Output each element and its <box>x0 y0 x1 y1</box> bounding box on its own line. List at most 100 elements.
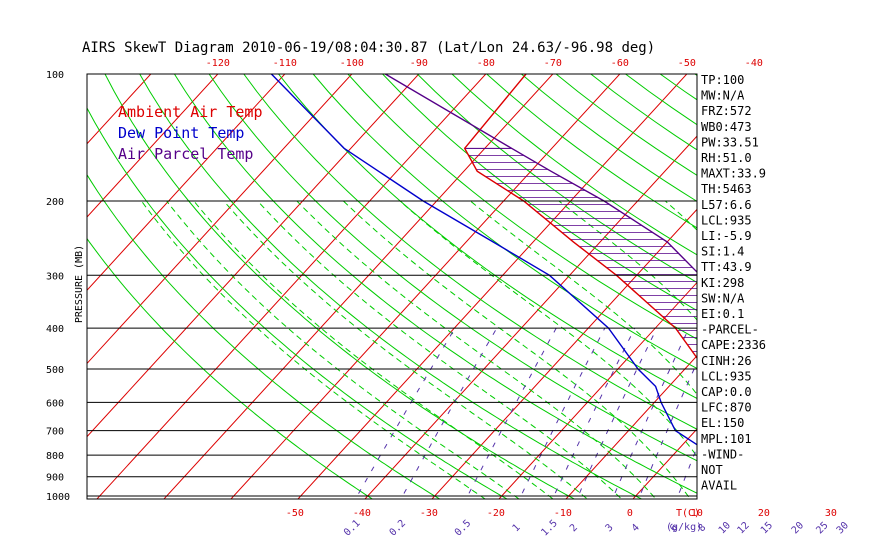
sounding-index-entry: SW:N/A <box>701 291 745 305</box>
isotherm-line <box>87 74 219 218</box>
dry-adiabat-line <box>87 237 374 499</box>
top-temp-tick-label: -60 <box>611 58 629 69</box>
top-temp-tick-label: -80 <box>477 58 495 69</box>
isotherm-line <box>87 74 152 145</box>
pressure-tick-label: 1000 <box>46 492 70 503</box>
bottom-temp-tick-label: 30 <box>825 508 837 519</box>
mixing-ratio-line <box>400 327 498 499</box>
mixing-ratio-tick-label: 0.5 <box>453 518 474 539</box>
pressure-tick-label: 400 <box>46 324 64 335</box>
pressure-tick-label: 100 <box>46 70 64 81</box>
pressure-tick-label: 200 <box>46 197 64 208</box>
isotherm-line <box>87 74 420 438</box>
mixing-ratio-line <box>638 361 697 499</box>
isotherm-line <box>0 65 25 505</box>
isotherm-line <box>96 74 487 499</box>
moist-adiabat-line <box>296 200 657 499</box>
top-temp-tick-label: -110 <box>273 58 297 69</box>
sounding-index-entry: KI:298 <box>701 276 744 290</box>
mixing-ratio-axis-label: (g/kg) <box>666 522 702 533</box>
mixing-ratio-tick-label: 10 <box>717 520 733 536</box>
dry-adiabat-line <box>659 74 697 101</box>
dry-adiabat-line <box>521 74 697 202</box>
sounding-index-entry: MAXT:33.9 <box>701 167 766 181</box>
pressure-tick-label: 900 <box>46 473 64 484</box>
temperature-line <box>463 74 697 360</box>
isotherm-line <box>829 65 870 505</box>
sounding-index-entry: -PARCEL- <box>701 323 759 337</box>
moist-adiabat-line <box>399 200 697 458</box>
legend-entry: Ambient Air Temp <box>118 103 263 121</box>
dry-adiabat-line <box>347 74 697 340</box>
top-temp-tick-label: -50 <box>678 58 696 69</box>
parcel-line <box>384 74 697 274</box>
sounding-index-entry: AVAIL <box>701 479 737 493</box>
sounding-index-entry: TT:43.9 <box>701 260 752 274</box>
moist-adiabat-line <box>166 200 520 499</box>
isotherm-line <box>632 428 697 499</box>
bottom-temp-tick-label: 10 <box>691 508 703 519</box>
top-temp-tick-label: -40 <box>745 58 763 69</box>
sounding-index-entry: TH:5463 <box>701 182 752 196</box>
sounding-index-entry: EI:0.1 <box>701 307 744 321</box>
mixing-ratio-tick-label: 15 <box>759 520 775 536</box>
mixing-ratio-line <box>552 327 636 499</box>
sounding-index-entry: MPL:101 <box>701 432 752 446</box>
pressure-tick-label: 800 <box>46 451 64 462</box>
moist-adiabat-line <box>343 200 691 499</box>
dry-adiabat-line <box>382 74 697 312</box>
y-axis-label: PRESSURE (MB) <box>74 245 85 323</box>
mixing-ratio-line <box>744 328 809 505</box>
moist-adiabat-line <box>141 200 486 499</box>
bottom-temp-tick-label: -20 <box>487 508 505 519</box>
sounding-index-entry: RH:51.0 <box>701 151 752 165</box>
top-temp-tick-label: -100 <box>340 58 364 69</box>
moist-adiabat-line <box>257 200 623 499</box>
mixing-ratio-line <box>518 327 606 499</box>
sounding-index-entry: LFC:870 <box>701 401 752 415</box>
sounding-index-entry: LCL:935 <box>701 369 752 383</box>
mixing-ratio-tick-label: 12 <box>735 520 751 536</box>
mixing-ratio-tick-label: 3 <box>604 522 616 534</box>
sounding-index-entry: WB0:473 <box>701 120 752 134</box>
sounding-index-entry: LI:-5.9 <box>701 229 752 243</box>
moist-adiabat-line <box>193 200 554 499</box>
dry-adiabat-line <box>173 74 697 494</box>
mixing-ratio-tick-label: 0.1 <box>342 518 363 539</box>
isotherm-line <box>762 65 870 505</box>
mixing-ratio-line <box>354 327 456 499</box>
bottom-temp-tick-label: -30 <box>420 508 438 519</box>
legend-entry: Dew Point Temp <box>118 124 244 142</box>
dry-adiabat-line <box>243 74 697 430</box>
dry-adiabat-line <box>87 173 441 499</box>
sounding-index-entry: EL:150 <box>701 416 744 430</box>
sounding-index-entry: FRZ:572 <box>701 104 752 118</box>
mixing-ratio-line <box>576 327 658 499</box>
mixing-ratio-line <box>768 328 831 505</box>
sounding-index-entry: CINH:26 <box>701 354 752 368</box>
dry-adiabat-line <box>764 74 870 505</box>
dry-adiabat-line <box>278 74 697 400</box>
mixing-ratio-tick-label: 4 <box>630 522 642 534</box>
mixing-ratio-tick-label: 1 <box>511 522 523 534</box>
isotherm-line <box>230 74 621 499</box>
mixing-ratio-tick-label: 2 <box>568 522 580 534</box>
legend-entry: Air Parcel Temp <box>118 145 253 163</box>
mixing-ratio-tick-label: 25 <box>814 520 830 536</box>
sounding-index-entry: MW:N/A <box>701 89 745 103</box>
mixing-ratio-tick-label: 1.5 <box>539 518 560 539</box>
mixing-ratio-tick-label: 40 <box>867 520 870 536</box>
mixing-ratio-line <box>823 328 870 505</box>
dry-adiabat-line <box>451 74 697 256</box>
sounding-index-entry: CAP:0.0 <box>701 385 752 399</box>
dry-adiabat-line <box>416 74 697 284</box>
bottom-temp-tick-label: -10 <box>554 508 572 519</box>
bottom-temp-tick-label: 20 <box>758 508 770 519</box>
moist-adiabat-line <box>857 201 870 505</box>
top-temp-tick-label: -120 <box>206 58 230 69</box>
dry-adiabat-line <box>208 74 697 462</box>
dry-adiabat-line <box>139 74 643 499</box>
moist-adiabat-line <box>772 201 862 505</box>
bottom-temp-tick-label: -50 <box>286 508 304 519</box>
